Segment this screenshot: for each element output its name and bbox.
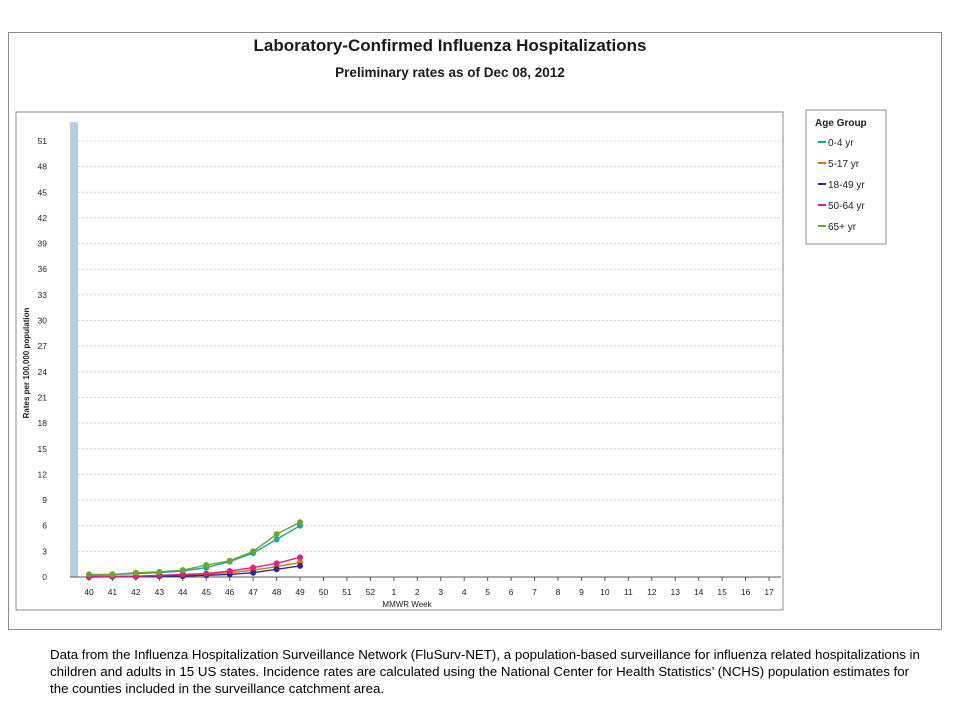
x-tick-label: 13 (671, 587, 681, 597)
y-tick-label: 39 (38, 239, 48, 249)
grid-lines (78, 140, 781, 552)
y-tick-label: 15 (38, 444, 48, 454)
x-tick-label: 9 (579, 587, 584, 597)
x-tick-label: 7 (532, 587, 537, 597)
y-tick-label: 18 (38, 418, 48, 428)
x-tick-label: 41 (108, 587, 118, 597)
data-point (203, 562, 210, 569)
y-tick-label: 3 (42, 546, 47, 556)
x-axis-label: MMWR Week (382, 600, 432, 609)
series-65-yr (86, 519, 304, 578)
legend-label: 5-17 yr (828, 159, 860, 170)
x-tick-label: 17 (764, 587, 774, 597)
data-point (86, 571, 92, 578)
plot-panel (15, 111, 784, 611)
x-tick-label: 2 (415, 587, 420, 597)
legend-box (805, 109, 887, 245)
scroll-band (70, 122, 78, 577)
data-point (273, 531, 280, 538)
x-tick-label: 12 (647, 587, 657, 597)
legend-label: 50-64 yr (828, 201, 865, 212)
x-tick-label: 42 (131, 587, 141, 597)
x-tick-label: 14 (694, 587, 704, 597)
chart-caption: Data from the Influenza Hospitalization … (50, 647, 920, 696)
x-tick-labels: 40 41 42 43 44 45 46 47 48 49 50 51 52 1 2 3 4 5 6 7 8 9 10 11 1… (84, 587, 774, 597)
legend-items: 0-4 yr 5-17 yr 18-49 yr 50-64 yr 65+ yr (818, 138, 865, 233)
data-point (203, 570, 210, 577)
data-point (297, 519, 304, 526)
legend: Age Group 0-4 yr 5-17 yr 18-49 yr 50-64 yr 6… (805, 109, 887, 245)
y-tick-label: 6 (42, 521, 47, 531)
data-point (109, 571, 116, 578)
x-tick-label: 49 (295, 587, 305, 597)
x-tick-label: 6 (509, 587, 514, 597)
x-tick-label: 52 (366, 587, 376, 597)
x-tick-label: 45 (202, 587, 212, 597)
series-lines (86, 519, 770, 580)
data-point (250, 564, 257, 571)
x-tick-label: 47 (248, 587, 258, 597)
legend-label: 65+ yr (828, 222, 857, 233)
y-tick-label: 21 (38, 392, 48, 402)
y-tick-label: 12 (38, 469, 48, 479)
chart-title: Laboratory-Confirmed Influenza Hospitali… (254, 36, 647, 55)
data-point (273, 560, 280, 567)
x-tick-label: 8 (556, 587, 561, 597)
data-point (250, 569, 257, 576)
x-tick-label: 1 (391, 587, 396, 597)
legend-label: 18-49 yr (828, 180, 865, 191)
y-tick-label: 45 (38, 187, 48, 197)
y-tick-label: 24 (38, 367, 48, 377)
x-tick-label: 44 (178, 587, 188, 597)
x-tick-label: 50 (319, 587, 329, 597)
chart-subtitle: Preliminary rates as of Dec 08, 2012 (335, 65, 565, 80)
data-point (250, 548, 257, 555)
data-point (273, 566, 280, 573)
data-point (297, 562, 304, 569)
legend-label: 0-4 yr (828, 138, 854, 149)
x-tick-label: 46 (225, 587, 235, 597)
series-line (89, 521, 301, 576)
data-point (179, 571, 186, 578)
x-tick-label: 4 (462, 587, 467, 597)
data-point (132, 569, 139, 576)
x-tick-label: 40 (84, 587, 94, 597)
x-tick-label: 16 (741, 587, 751, 597)
x-tick-label: 3 (438, 587, 443, 597)
y-tick-label: 9 (42, 495, 47, 505)
y-tick-label: 36 (38, 264, 48, 274)
y-tick-label: 42 (38, 213, 48, 223)
y-tick-label: 0 (42, 572, 47, 582)
y-tick-label: 27 (38, 341, 48, 351)
x-tick-label: 51 (342, 587, 352, 597)
x-tick-label: 15 (717, 587, 727, 597)
data-point (273, 536, 280, 543)
chart-svg: Laboratory-Confirmed Influenza Hospitali… (15, 36, 887, 611)
x-tick-label: 43 (155, 587, 165, 597)
y-tick-label: 48 (38, 162, 48, 172)
y-tick-label: 30 (38, 316, 48, 326)
x-tick-label: 5 (485, 587, 490, 597)
data-point (179, 567, 186, 574)
data-point (156, 568, 163, 575)
legend-title: Age Group (815, 118, 867, 129)
x-tick-label: 10 (600, 587, 610, 597)
x-tick-label: 48 (272, 587, 282, 597)
y-tick-label: 33 (38, 290, 48, 300)
chart-frame: Laboratory-Confirmed Influenza Hospitali… (8, 32, 942, 630)
data-point (297, 554, 304, 561)
series-line (88, 556, 301, 578)
series-50-64-yr (86, 554, 304, 580)
x-tick-label: 11 (624, 587, 633, 597)
data-point (226, 568, 233, 575)
y-axis-label: Rates per 100,000 population (22, 308, 31, 419)
y-tick-label: 51 (38, 136, 48, 146)
data-point (226, 557, 233, 564)
